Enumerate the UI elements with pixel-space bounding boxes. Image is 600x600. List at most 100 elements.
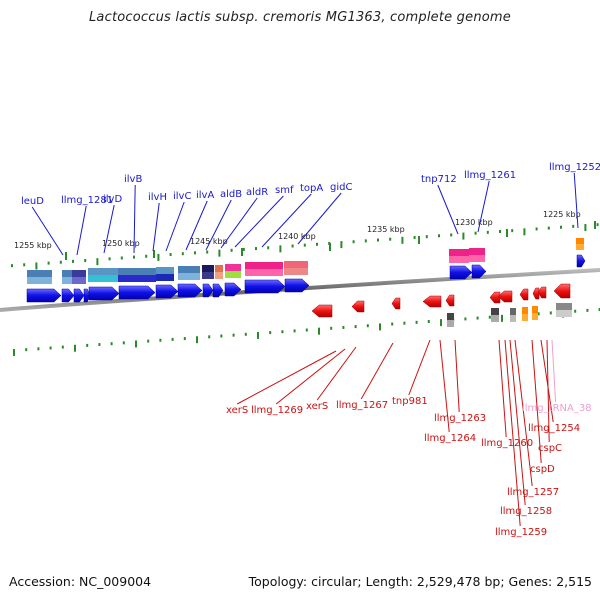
forward-gene-label: ilvC: [173, 191, 191, 202]
forward-gene-label: ilvH: [148, 192, 167, 203]
leader-line: [531, 339, 542, 464]
reverse-gene-label: cspC: [538, 443, 562, 454]
forward-gene-arrow: [471, 264, 487, 279]
reverse-gene-label: cspD: [530, 464, 555, 475]
leader-line: [76, 205, 87, 256]
leader-line: [454, 339, 460, 413]
leader-line: [133, 184, 136, 254]
feature-box: [532, 306, 538, 313]
feature-box: [88, 268, 118, 275]
feature-box: [510, 315, 516, 322]
reverse-gene-arrow: [553, 283, 571, 299]
feature-box: [556, 303, 572, 310]
feature-box: [510, 308, 516, 315]
feature-box: [284, 268, 308, 275]
forward-gene-arrow: [284, 278, 310, 293]
forward-gene-arrow: [88, 286, 120, 301]
reverse-gene-arrow: [537, 286, 547, 299]
leader-line: [498, 339, 507, 438]
feature-box: [491, 315, 499, 322]
feature-box: [202, 272, 214, 279]
reverse-gene-arrow: [311, 304, 333, 318]
forward-gene-arrow: [212, 283, 224, 298]
feature-box: [88, 275, 118, 282]
reverse-gene-arrow: [351, 300, 365, 313]
accession-text: Accession: NC_009004: [9, 574, 152, 589]
leader-line: [236, 350, 337, 405]
reverse-gene-label: xerS: [306, 401, 328, 412]
feature-box: [449, 256, 469, 263]
feature-box: [118, 268, 156, 275]
forward-gene-label: llmg_1261: [464, 170, 516, 181]
leader-line: [103, 204, 115, 254]
feature-box: [156, 274, 174, 281]
reverse-gene-arrow: [445, 294, 455, 307]
feature-box: [245, 262, 283, 269]
scale-label: 1235 kbp: [367, 225, 405, 234]
scale-label: 1240 kbp: [278, 232, 316, 241]
leader-line: [551, 339, 557, 403]
reverse-gene-label: tnp981: [392, 396, 428, 407]
feature-box: [27, 277, 52, 284]
leader-line: [504, 339, 521, 527]
forward-gene-arrow: [61, 288, 75, 303]
forward-gene-arrow: [244, 279, 286, 294]
reverse-gene-label: xerS: [226, 405, 248, 416]
feature-box: [62, 270, 72, 277]
reverse-gene-arrow: [489, 291, 501, 304]
leader-line: [220, 197, 258, 249]
feature-box: [72, 270, 86, 277]
forward-gene-label: smf: [275, 185, 294, 196]
leader-line: [152, 202, 160, 252]
forward-gene-label: leuD: [21, 196, 44, 207]
feature-box: [556, 310, 572, 317]
reverse-gene-label: llmg_tRNA_38: [522, 403, 592, 414]
forward-gene-label: ilvB: [124, 174, 142, 185]
reverse-gene-arrow: [422, 295, 442, 308]
leader-line: [297, 192, 342, 245]
leader-line: [205, 199, 232, 251]
gene-arrows: [26, 254, 586, 318]
scale-ticks: [11, 223, 600, 357]
leader-line: [275, 348, 346, 405]
leader-line: [316, 346, 357, 401]
reverse-gene-label: llmg_1258: [500, 506, 552, 517]
forward-gene-arrow: [83, 288, 91, 303]
feature-box: [215, 265, 223, 272]
feature-box: [491, 308, 499, 315]
leader-line: [509, 339, 526, 506]
feature-boxes: [27, 238, 584, 327]
feature-box: [178, 273, 200, 280]
reverse-gene-label: llmg_1260: [481, 438, 533, 449]
leader-line: [540, 339, 554, 423]
forward-gene-label: aldR: [246, 187, 268, 198]
feature-box: [576, 244, 584, 250]
scale-label: 1250 kbp: [102, 239, 140, 248]
forward-gene-label: tnp712: [421, 174, 457, 185]
forward-gene-label: ilvA: [196, 190, 214, 201]
forward-gene-arrow: [26, 288, 62, 303]
reverse-gene-arrow: [519, 288, 529, 301]
scale-label: 1225 kbp: [543, 210, 581, 219]
leader-line: [261, 193, 312, 248]
feature-box: [178, 266, 200, 273]
leader-line: [185, 200, 208, 251]
forward-gene-label: llmg_1281: [61, 195, 113, 206]
feature-box: [225, 271, 241, 278]
reverse-gene-label: llmg_1267: [336, 400, 388, 411]
forward-gene-arrow: [177, 283, 203, 298]
forward-gene-label: gidC: [330, 182, 352, 193]
leader-line: [31, 206, 64, 256]
forward-gene-arrow: [155, 284, 179, 299]
feature-box: [469, 248, 485, 255]
map-title: Lactococcus lactis subsp. cremoris MG136…: [88, 10, 511, 25]
forward-gene-arrow: [202, 283, 214, 298]
feature-box: [245, 269, 283, 276]
feature-box: [62, 277, 72, 284]
reverse-gene-label: llmg_1257: [507, 487, 559, 498]
reverse-gene-label: llmg_1269: [251, 405, 303, 416]
forward-gene-arrow: [118, 285, 156, 300]
leader-line: [439, 339, 450, 433]
scale-label: 1230 kbp: [455, 218, 493, 227]
